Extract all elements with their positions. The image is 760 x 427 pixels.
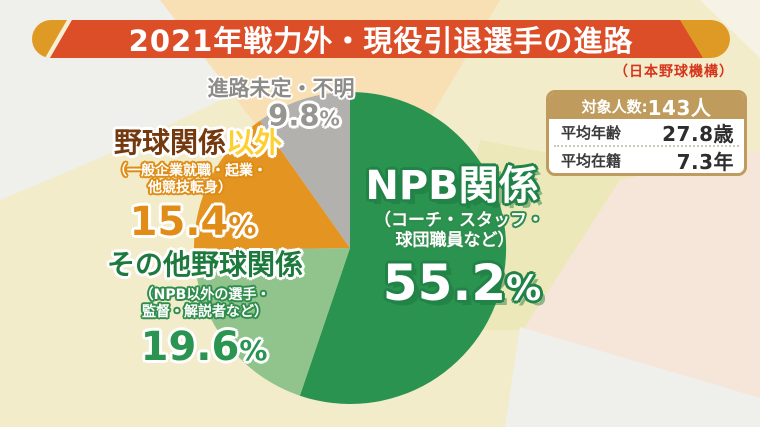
stats-box: 対象人数: 143人 平均年齢 27.8歳 平均在籍 7.3年 bbox=[546, 90, 747, 176]
stats-header-label: 対象人数: bbox=[581, 97, 648, 116]
pct-unit: % bbox=[239, 334, 268, 367]
pie-slice-other-baseball bbox=[194, 248, 350, 396]
stats-row-value: 27.8歳 bbox=[662, 121, 734, 146]
stats-row-label: 平均年齢 bbox=[561, 123, 622, 142]
pct-number: 55.2 bbox=[382, 254, 507, 312]
slice-pct-undecided: 9.8% bbox=[268, 98, 340, 133]
pie-slice-non-baseball bbox=[193, 120, 350, 250]
stats-header-row: 対象人数: 143人 bbox=[549, 93, 744, 120]
slice-sublabel-other-baseball: 監督・解説者など） bbox=[142, 304, 268, 320]
pct-number: 9.8 bbox=[268, 98, 320, 133]
slice-sublabel-npb: 球団職員など） bbox=[395, 230, 515, 251]
pie-slice-npb bbox=[299, 91, 507, 404]
pct-unit: % bbox=[319, 106, 340, 131]
stats-header-value: 143人 bbox=[647, 95, 712, 120]
slice-sublabel-non-baseball: 他競技転身） bbox=[148, 180, 232, 196]
slice-label-npb: NPB関係 bbox=[365, 163, 539, 209]
page-title: 2021年戦力外・現役引退選手の進路 bbox=[128, 24, 634, 58]
dotted-divider bbox=[554, 145, 739, 147]
slice-label-undecided: 進路未定・不明 bbox=[207, 76, 355, 101]
label-main: 野球関係 bbox=[113, 126, 226, 159]
stats-row-average-tenure: 平均在籍 7.3年 bbox=[549, 147, 744, 174]
slice-pct-non-baseball: 15.4% bbox=[130, 202, 257, 242]
label-accent: 以外 bbox=[226, 126, 283, 159]
data-source-note: （日本野球機構） bbox=[614, 64, 734, 80]
slice-pct-npb: 55.2% bbox=[383, 258, 541, 308]
banner-red-ribbon bbox=[50, 20, 703, 58]
pct-number: 15.4 bbox=[129, 199, 229, 245]
slice-label-non-baseball: 野球関係以外 bbox=[114, 129, 282, 157]
slice-pct-other-baseball: 19.6% bbox=[141, 327, 268, 367]
pct-unit: % bbox=[228, 209, 257, 242]
slice-sublabel-npb: （コーチ・スタッフ・ bbox=[374, 210, 544, 231]
stats-row-value: 7.3年 bbox=[676, 149, 734, 174]
title-banner: 2021年戦力外・現役引退選手の進路 bbox=[32, 20, 730, 58]
pie-slice-undecided bbox=[259, 92, 350, 248]
stats-row-average-age: 平均年齢 27.8歳 bbox=[549, 119, 744, 146]
slice-sublabel-non-baseball: （一般企業就職・起業・ bbox=[113, 163, 267, 179]
slice-label-other-baseball: その他野球関係 bbox=[106, 248, 304, 281]
pct-number: 19.6 bbox=[140, 324, 240, 370]
stats-row-label: 平均在籍 bbox=[561, 151, 622, 170]
pct-unit: % bbox=[506, 269, 542, 309]
slice-sublabel-other-baseball: （NPB以外の選手・ bbox=[139, 287, 271, 303]
